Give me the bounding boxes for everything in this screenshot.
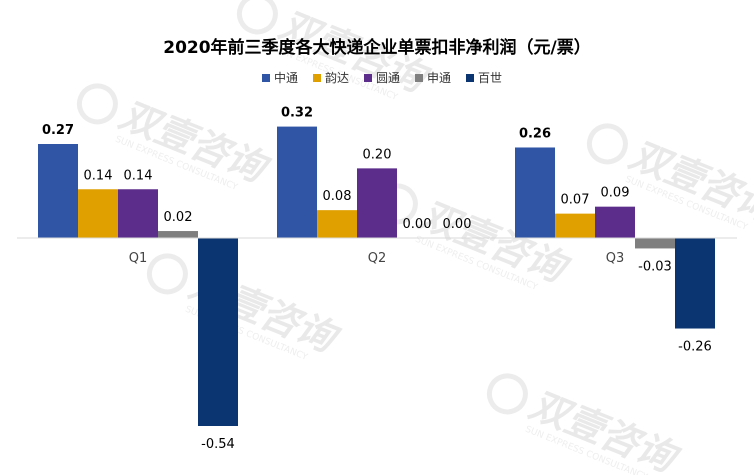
chart-title: 2020年前三季度各大快递企业单票扣非净利润（元/票） bbox=[163, 37, 591, 58]
legend-swatch bbox=[466, 74, 474, 82]
legend: 中通 韵达 圆通 申通 百世 bbox=[262, 70, 502, 85]
legend-label: 圆通 bbox=[376, 71, 400, 85]
category-label: Q3 bbox=[606, 251, 625, 266]
category-labels: Q1 Q2 Q3 bbox=[129, 251, 625, 266]
bar bbox=[675, 238, 715, 329]
bar bbox=[515, 147, 555, 238]
legend-label: 中通 bbox=[274, 70, 298, 85]
bar bbox=[118, 189, 158, 238]
watermark-logo-icon bbox=[236, 0, 278, 35]
legend-label: 韵达 bbox=[325, 70, 349, 85]
bar bbox=[317, 210, 357, 238]
data-label: 0.08 bbox=[323, 189, 352, 204]
data-label: 0.07 bbox=[561, 193, 590, 208]
legend-label: 百世 bbox=[478, 71, 502, 85]
data-label: 0.00 bbox=[403, 217, 432, 232]
legend-swatch bbox=[262, 74, 270, 82]
legend-swatch bbox=[313, 74, 321, 82]
bar bbox=[277, 126, 317, 238]
bar bbox=[357, 168, 397, 238]
bars-layer bbox=[38, 126, 715, 426]
data-label: -0.54 bbox=[201, 437, 235, 452]
bar bbox=[158, 231, 198, 238]
legend-label: 申通 bbox=[427, 71, 451, 85]
data-label: -0.03 bbox=[638, 259, 672, 274]
data-label: 0.26 bbox=[519, 126, 551, 141]
bar bbox=[595, 206, 635, 238]
data-label: 0.09 bbox=[601, 186, 630, 201]
data-label: 0.00 bbox=[443, 217, 472, 232]
data-label: 0.14 bbox=[84, 168, 113, 183]
data-label: 0.02 bbox=[164, 210, 193, 225]
legend-swatch bbox=[364, 74, 372, 82]
value-labels: 0.27 0.14 0.14 0.02 -0.54 0.32 0.08 0.20 0.00 0.0… bbox=[42, 106, 712, 452]
data-label: -0.26 bbox=[678, 340, 712, 355]
data-label: 0.27 bbox=[42, 123, 74, 138]
data-label: 0.20 bbox=[363, 147, 392, 162]
bar bbox=[38, 144, 78, 238]
legend-swatch bbox=[415, 74, 423, 82]
category-label: Q2 bbox=[368, 251, 387, 266]
watermark-logo-icon bbox=[76, 83, 118, 125]
watermark-logo-icon bbox=[486, 373, 528, 415]
data-label: 0.32 bbox=[281, 106, 313, 121]
bar bbox=[635, 238, 675, 249]
bar bbox=[198, 238, 238, 426]
data-label: 0.14 bbox=[124, 168, 153, 183]
bar bbox=[78, 189, 118, 238]
bar bbox=[555, 213, 595, 238]
category-label: Q1 bbox=[129, 251, 148, 266]
watermark-logo-icon bbox=[146, 253, 188, 295]
watermark-logo-icon bbox=[586, 123, 628, 165]
